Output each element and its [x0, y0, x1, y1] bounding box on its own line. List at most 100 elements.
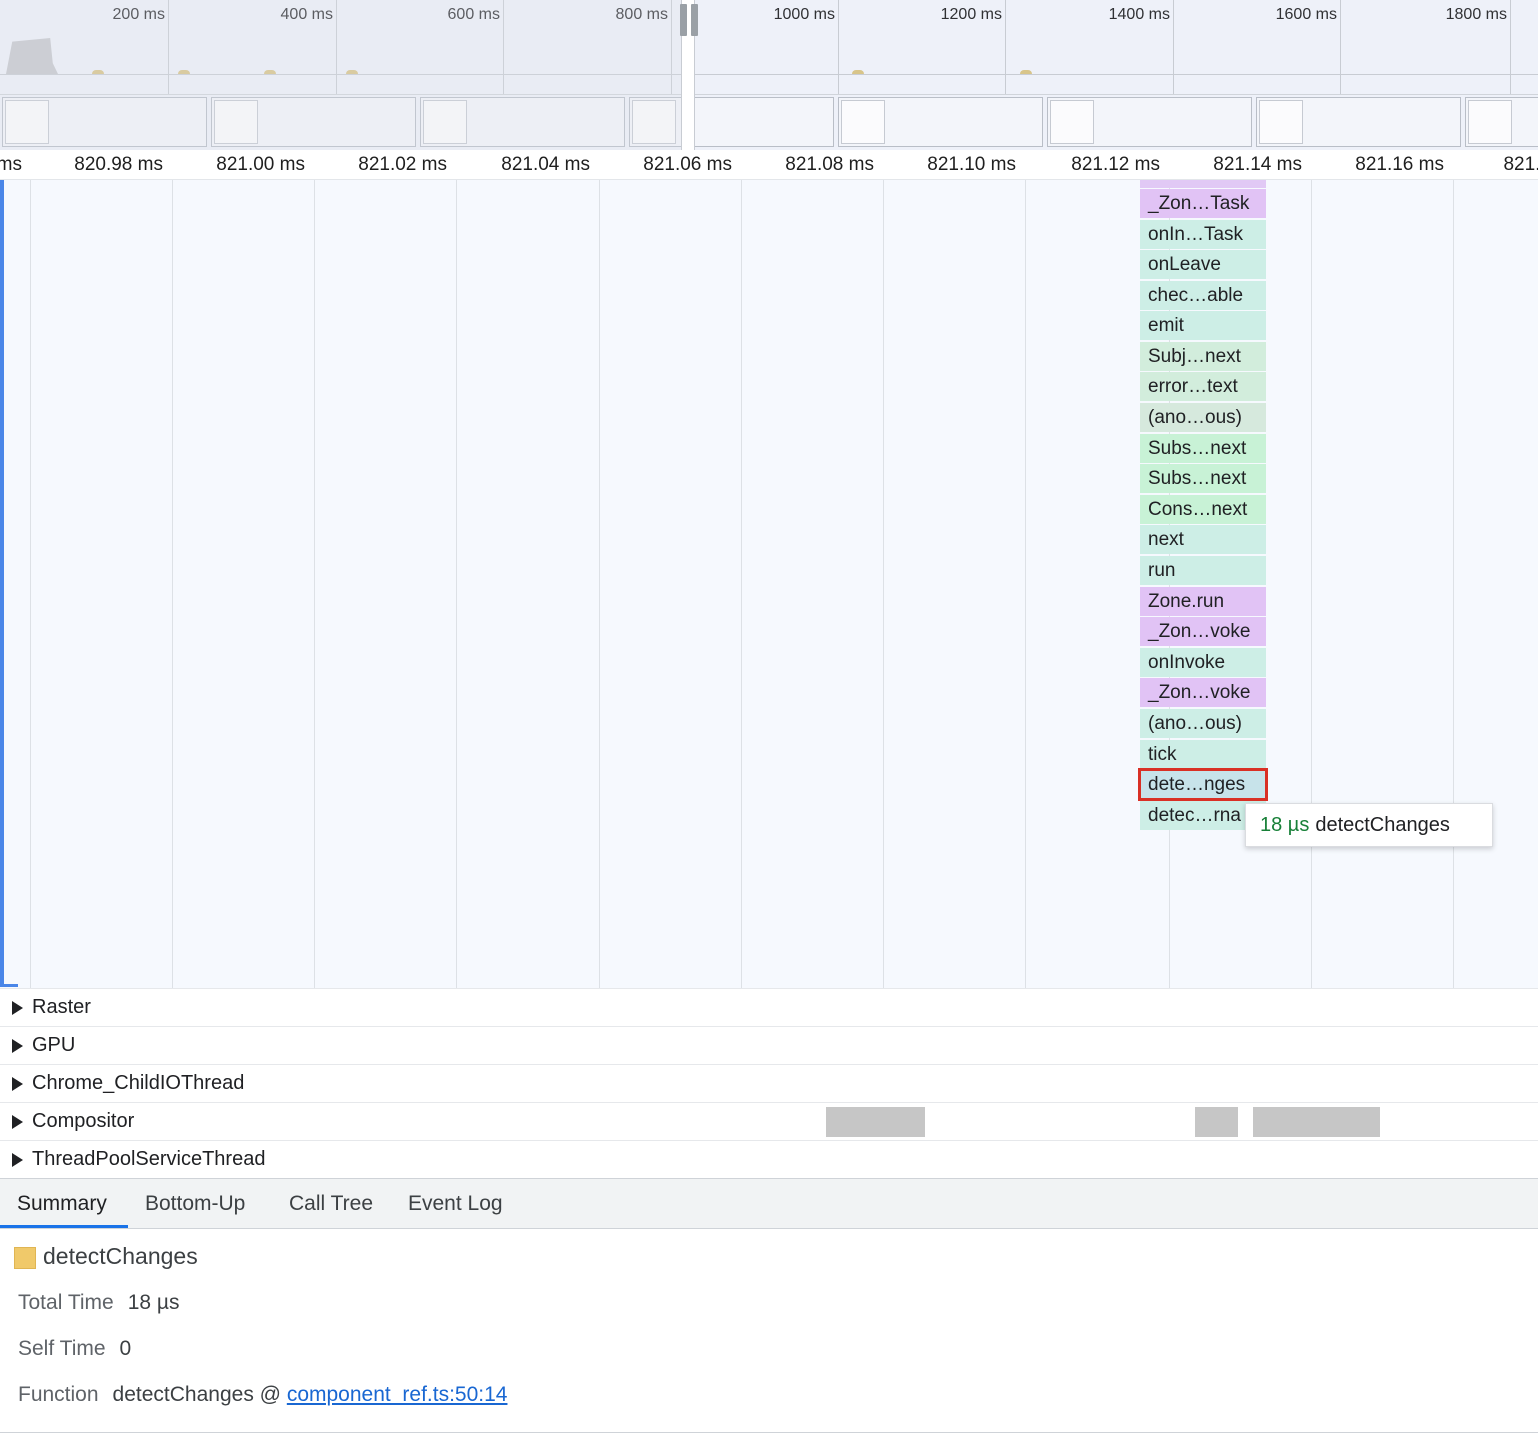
flame-entry[interactable]: Subs…next: [1140, 434, 1266, 463]
active-tab-indicator: [0, 1225, 128, 1228]
overview-dimmed-region: [0, 0, 681, 150]
self-time-value: 0: [119, 1337, 132, 1360]
ruler-tick-label: 821.08 ms: [785, 154, 874, 175]
total-time-value: 18 µs: [127, 1291, 180, 1314]
grid-line: [456, 180, 457, 1178]
grid-line: [1025, 180, 1026, 1178]
screenshot-filmstrip[interactable]: [0, 94, 1538, 150]
overview-divider: [0, 74, 1538, 75]
tab-bottom-up[interactable]: Bottom-Up: [145, 1192, 246, 1215]
time-ruler: ms 820.98 ms 821.00 ms 821.02 ms 821.04 …: [0, 150, 1538, 180]
flame-entry[interactable]: Subs…next: [1140, 464, 1266, 493]
function-value: detectChanges @: [112, 1383, 281, 1406]
tooltip-duration: 18 µs: [1260, 814, 1310, 836]
function-row: Function detectChanges @ component_ref.ts…: [18, 1383, 507, 1407]
overview-tick-label: 1000 ms: [773, 6, 835, 23]
grid-line: [1453, 180, 1454, 1178]
tab-event-log[interactable]: Event Log: [408, 1192, 503, 1215]
summary-content: detectChanges Total Time 18 µs Self Time 0…: [0, 1229, 1538, 1452]
ruler-tick-label: 821.14 ms: [1213, 154, 1302, 175]
flame-entry[interactable]: _Zon…voke: [1140, 678, 1266, 707]
grid-line: [883, 180, 884, 1178]
frame-thumbnail: [1259, 100, 1303, 144]
flame-entry[interactable]: onIn…Task: [1140, 220, 1266, 249]
main-thread-flame-area[interactable]: [0, 180, 1538, 988]
overview-drag-handle[interactable]: [678, 4, 700, 36]
track-selection-marker-foot: [0, 984, 18, 987]
overview-tick-label: 1200 ms: [940, 6, 1002, 23]
filmstrip-frame[interactable]: [838, 97, 1043, 147]
overview-tick-label: 200 ms: [112, 6, 165, 23]
overview-tick-label: 1600 ms: [1275, 6, 1337, 23]
flame-entry[interactable]: onInvoke: [1140, 648, 1266, 677]
tab-call-tree[interactable]: Call Tree: [289, 1192, 374, 1215]
track-gpu[interactable]: GPU: [0, 1026, 1538, 1064]
track-label: Raster: [32, 996, 91, 1018]
flame-entry[interactable]: run: [1140, 556, 1266, 585]
overview-tick-label: 400 ms: [280, 6, 333, 23]
handle-grip: [691, 4, 698, 36]
ruler-tick-label: 821.16 ms: [1355, 154, 1444, 175]
compositor-task-slice[interactable]: [1195, 1107, 1238, 1137]
compositor-task-slice[interactable]: [826, 1107, 925, 1137]
track-chrome-childiothread[interactable]: Chrome_ChildIOThread: [0, 1064, 1538, 1102]
flame-entry[interactable]: _Zon…voke: [1140, 617, 1266, 646]
track-raster[interactable]: Raster: [0, 988, 1538, 1026]
cpu-blip: [264, 70, 276, 74]
track-compositor[interactable]: Compositor: [0, 1102, 1538, 1140]
total-time-label: Total Time: [18, 1291, 114, 1314]
expand-arrow-icon[interactable]: [12, 1001, 23, 1015]
filmstrip-frame[interactable]: [2, 97, 207, 147]
flame-entry[interactable]: Cons…next: [1140, 495, 1266, 524]
frame-thumbnail: [5, 100, 49, 144]
overview-tick: 600 ms: [448, 0, 504, 94]
panel-bottom-border: [0, 1432, 1538, 1433]
flame-entry[interactable]: onLeave: [1140, 250, 1266, 279]
filmstrip-frame[interactable]: [1256, 97, 1461, 147]
ruler-tick-label: 821.06 ms: [643, 154, 732, 175]
self-time-label: Self Time: [18, 1337, 106, 1360]
expand-arrow-icon[interactable]: [12, 1153, 23, 1167]
source-location-link[interactable]: component_ref.ts:50:14: [286, 1383, 508, 1406]
flame-entry[interactable]: chec…able: [1140, 281, 1266, 310]
track-label: ThreadPoolServiceThread: [32, 1148, 266, 1170]
flame-entry[interactable]: (ano…ous): [1140, 709, 1266, 738]
overview-tick: 200 ms: [113, 0, 169, 94]
flame-entry-selected[interactable]: dete…nges: [1138, 768, 1268, 801]
tab-summary[interactable]: Summary: [17, 1192, 107, 1215]
flame-entry[interactable]: emit: [1140, 311, 1266, 340]
compositor-task-slice[interactable]: [1253, 1107, 1380, 1137]
flame-entry[interactable]: error…text: [1140, 372, 1266, 401]
handle-grip: [680, 4, 687, 36]
expand-arrow-icon[interactable]: [12, 1115, 23, 1129]
timeline-overview[interactable]: 200 ms 400 ms 600 ms 800 ms 1000 ms 1200…: [0, 0, 1538, 150]
flame-entry[interactable]: Subj…next: [1140, 342, 1266, 371]
flame-entry[interactable]: _Zon…Task: [1140, 189, 1266, 218]
filmstrip-frame[interactable]: [1465, 97, 1538, 147]
filmstrip-frame[interactable]: [1047, 97, 1252, 147]
overview-tick-label: 1400 ms: [1108, 6, 1170, 23]
grid-line: [314, 180, 315, 1178]
frame-thumbnail: [1468, 100, 1512, 144]
filmstrip-frame[interactable]: [420, 97, 625, 147]
flame-chart-panel[interactable]: ms 820.98 ms 821.00 ms 821.02 ms 821.04 …: [0, 150, 1538, 1178]
flame-entry[interactable]: next: [1140, 525, 1266, 554]
overview-tick: 1000 ms: [774, 0, 839, 94]
cpu-blip: [852, 70, 864, 74]
overview-tick: 1200 ms: [941, 0, 1006, 94]
flame-entry[interactable]: (ano…ous): [1140, 403, 1266, 432]
filmstrip-frame[interactable]: [211, 97, 416, 147]
grid-line: [1311, 180, 1312, 1178]
track-threadpoolservicethread[interactable]: ThreadPoolServiceThread: [0, 1140, 1538, 1178]
track-label: Chrome_ChildIOThread: [32, 1072, 245, 1094]
overview-tick: 1600 ms: [1276, 0, 1341, 94]
expand-arrow-icon[interactable]: [12, 1039, 23, 1053]
flame-entry[interactable]: Zone.run: [1140, 587, 1266, 616]
grid-line: [30, 180, 31, 1178]
frame-thumbnail: [1050, 100, 1094, 144]
filmstrip-frame[interactable]: [629, 97, 834, 147]
expand-arrow-icon[interactable]: [12, 1077, 23, 1091]
overview-selection-window[interactable]: [681, 0, 695, 150]
flame-entry[interactable]: tick: [1140, 740, 1266, 769]
overview-cpu-chart[interactable]: 200 ms 400 ms 600 ms 800 ms 1000 ms 1200…: [0, 0, 1538, 94]
